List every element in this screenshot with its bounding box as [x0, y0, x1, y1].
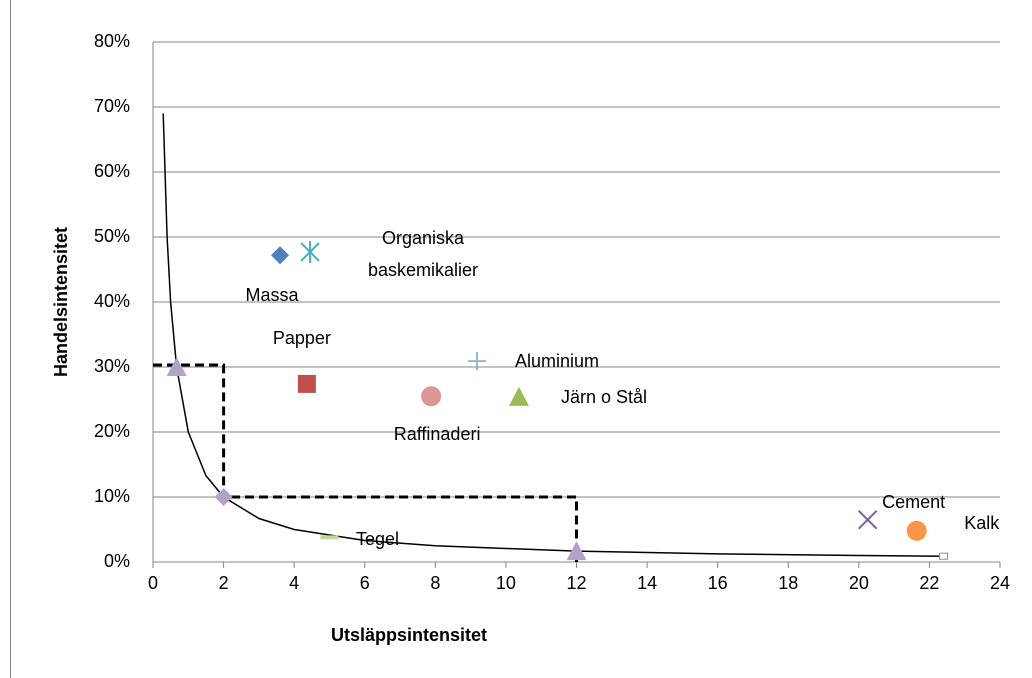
- y-tick-label: 60%: [94, 161, 130, 181]
- y-tick-label: 80%: [94, 31, 130, 51]
- x-tick-label: 10: [496, 573, 516, 593]
- marker: [214, 488, 233, 506]
- point-label: Järn o Stål: [560, 386, 647, 407]
- marker: [271, 246, 290, 265]
- marker: [297, 374, 316, 393]
- marker: [166, 357, 187, 376]
- x-tick-label: 0: [148, 573, 158, 593]
- x-axis-title: Utsläppsintensitet: [331, 625, 487, 645]
- marker: [300, 240, 320, 263]
- point-label: Raffinaderi: [393, 424, 481, 445]
- x-tick-label: 16: [708, 573, 728, 593]
- y-tick-label: 0%: [104, 551, 130, 571]
- y-tick-label: 30%: [94, 356, 130, 376]
- chart-frame: [10, 0, 1032, 678]
- marker: [906, 520, 927, 541]
- point-label: Organiska baskemikalier: [368, 227, 479, 280]
- point-label: Tegel: [355, 529, 399, 550]
- point-label: Papper: [272, 327, 331, 348]
- marker: [467, 352, 486, 371]
- point-label: Cement: [882, 491, 946, 512]
- x-tick-label: 24: [990, 573, 1010, 593]
- x-tick-label: 6: [360, 573, 370, 593]
- curve-end-marker: [939, 552, 949, 560]
- marker: [320, 535, 339, 540]
- curve-line: [162, 113, 944, 557]
- marker: [566, 541, 587, 561]
- y-tick-label: 10%: [94, 486, 130, 506]
- x-tick-label: 14: [637, 573, 657, 593]
- x-tick-label: 8: [430, 573, 440, 593]
- x-tick-label: 18: [778, 573, 798, 593]
- x-tick-label: 12: [566, 573, 586, 593]
- point-label: Massa: [245, 285, 299, 306]
- y-tick-label: 50%: [94, 226, 130, 246]
- y-axis-title: Handelsintensitet: [51, 227, 71, 377]
- point-label: Aluminium: [514, 351, 599, 372]
- y-tick-label: 40%: [94, 291, 130, 311]
- y-tick-label: 20%: [94, 421, 130, 441]
- x-tick-label: 20: [849, 573, 869, 593]
- x-tick-label: 2: [219, 573, 229, 593]
- marker: [508, 386, 529, 406]
- x-tick-label: 4: [289, 573, 299, 593]
- x-tick-label: 22: [919, 573, 939, 593]
- marker: [857, 510, 878, 530]
- y-tick-label: 70%: [94, 96, 130, 116]
- marker: [421, 386, 442, 407]
- point-label: Kalk: [964, 512, 1000, 533]
